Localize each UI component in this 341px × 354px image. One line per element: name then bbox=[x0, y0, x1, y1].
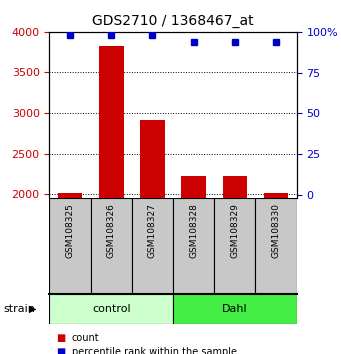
Bar bbox=[99, 46, 123, 354]
Text: GSM108330: GSM108330 bbox=[271, 203, 281, 258]
Bar bbox=[255, 198, 297, 294]
Bar bbox=[173, 198, 214, 294]
Bar bbox=[49, 198, 91, 294]
Text: control: control bbox=[92, 304, 131, 314]
Text: GSM108329: GSM108329 bbox=[231, 203, 239, 258]
Text: ■: ■ bbox=[56, 333, 65, 343]
Title: GDS2710 / 1368467_at: GDS2710 / 1368467_at bbox=[92, 14, 254, 28]
Bar bbox=[132, 198, 173, 294]
Bar bbox=[264, 193, 288, 354]
Text: ▶: ▶ bbox=[29, 304, 36, 314]
Text: ■: ■ bbox=[56, 347, 65, 354]
Bar bbox=[173, 294, 297, 324]
Bar bbox=[91, 198, 132, 294]
Bar bbox=[140, 120, 165, 354]
Bar bbox=[214, 198, 255, 294]
Text: GSM108325: GSM108325 bbox=[65, 203, 75, 258]
Text: percentile rank within the sample: percentile rank within the sample bbox=[72, 347, 237, 354]
Bar bbox=[181, 176, 206, 354]
Text: GSM108326: GSM108326 bbox=[107, 203, 116, 258]
Bar bbox=[58, 193, 83, 354]
Bar bbox=[222, 176, 247, 354]
Bar bbox=[49, 294, 173, 324]
Text: strain: strain bbox=[3, 304, 35, 314]
Text: count: count bbox=[72, 333, 99, 343]
Text: Dahl: Dahl bbox=[222, 304, 248, 314]
Text: GSM108328: GSM108328 bbox=[189, 203, 198, 258]
Text: GSM108327: GSM108327 bbox=[148, 203, 157, 258]
